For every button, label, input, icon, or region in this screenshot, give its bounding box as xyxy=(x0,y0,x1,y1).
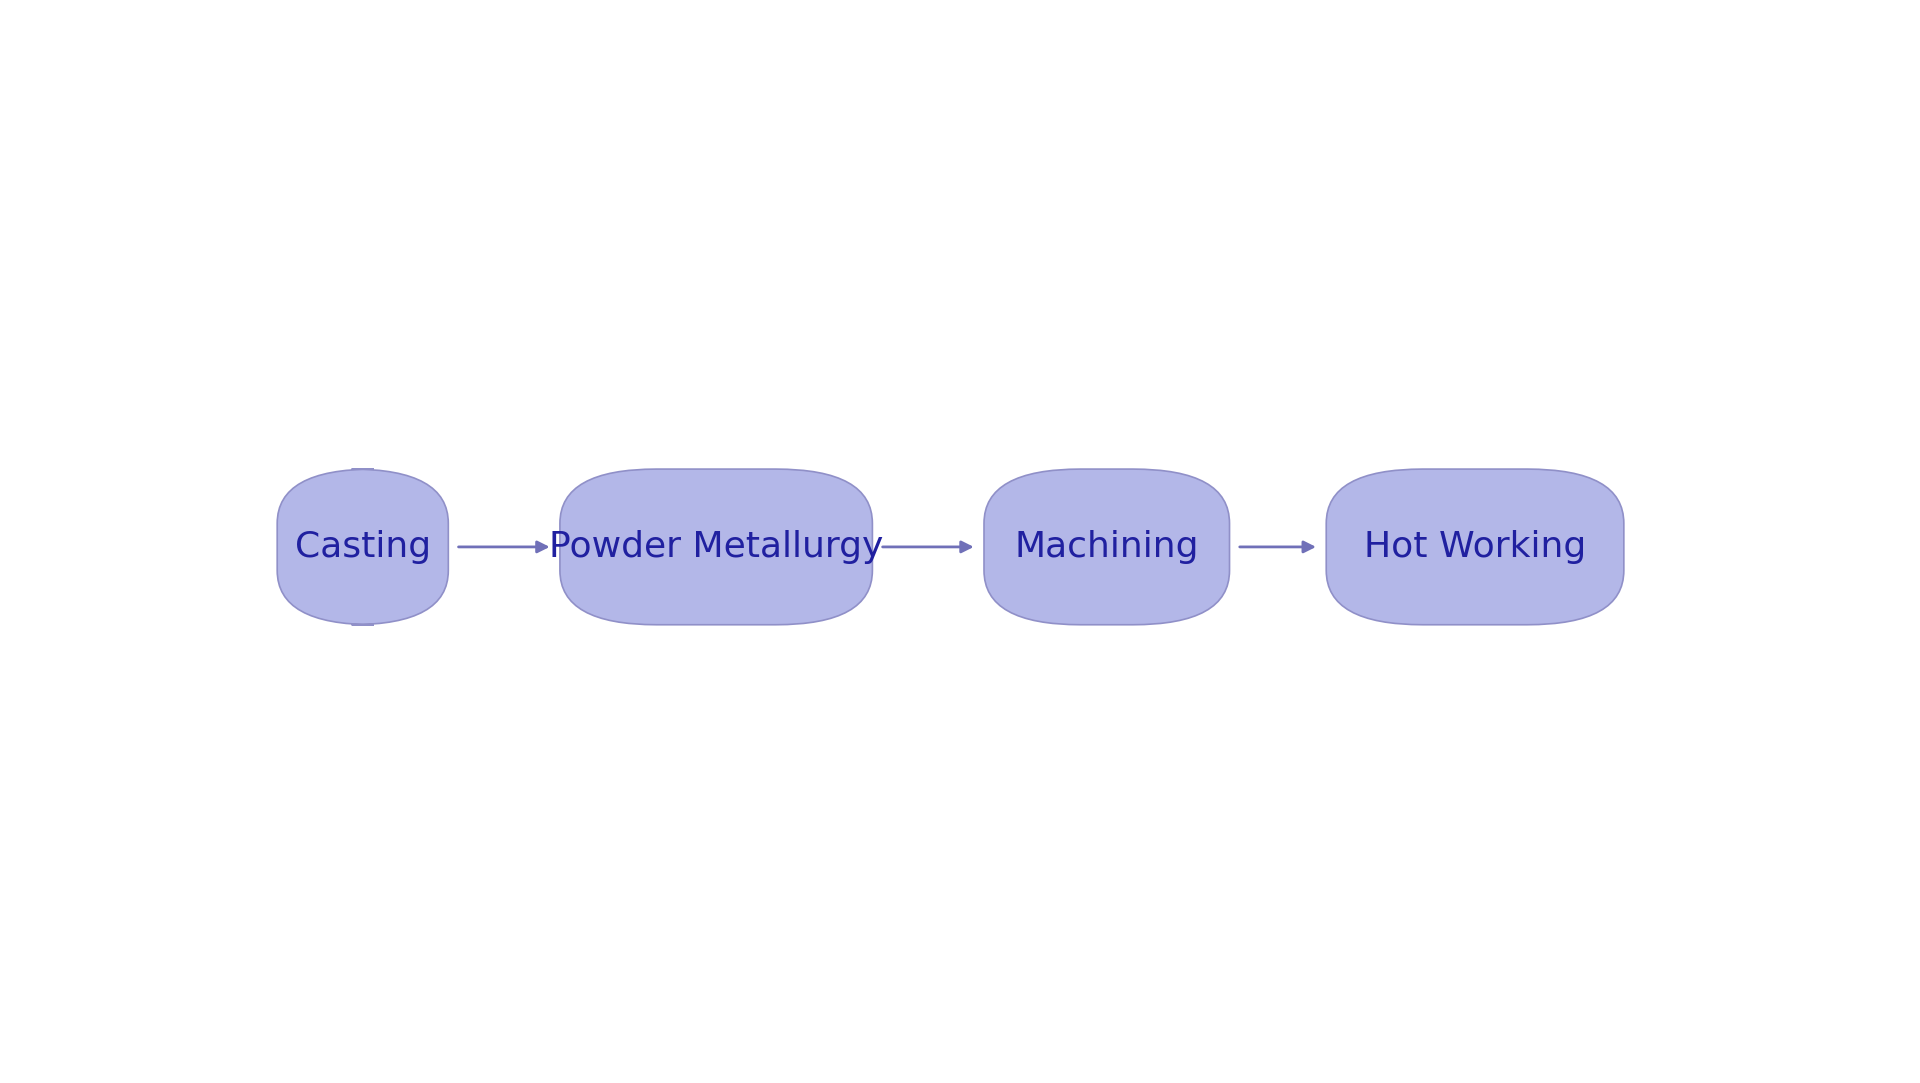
FancyBboxPatch shape xyxy=(561,469,872,625)
Text: Hot Working: Hot Working xyxy=(1363,530,1586,564)
Text: Powder Metallurgy: Powder Metallurgy xyxy=(549,530,883,564)
FancyBboxPatch shape xyxy=(983,469,1229,625)
Text: Casting: Casting xyxy=(294,530,430,564)
Text: Machining: Machining xyxy=(1014,530,1198,564)
FancyBboxPatch shape xyxy=(1327,469,1624,625)
FancyBboxPatch shape xyxy=(276,469,449,625)
